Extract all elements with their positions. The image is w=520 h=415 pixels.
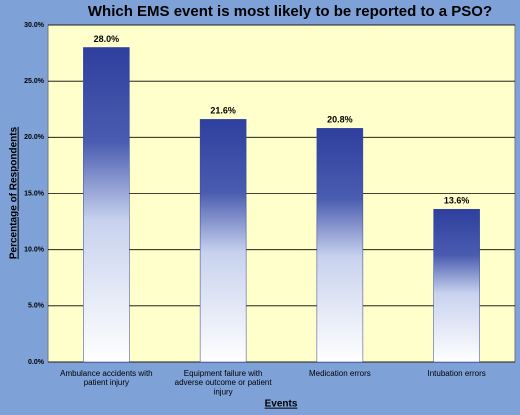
bar	[316, 128, 364, 363]
value-label: 28.0%	[94, 34, 120, 44]
bar	[199, 119, 247, 363]
x-tick-label: Ambulance accidents with patient injury	[60, 369, 153, 387]
bar	[433, 208, 480, 363]
y-tick-label: 20.0%	[24, 134, 45, 141]
value-label: 13.6%	[444, 196, 470, 206]
value-label: 20.8%	[327, 115, 353, 125]
y-tick-label: 30.0%	[24, 22, 45, 29]
y-tick-label: 15.0%	[24, 190, 45, 197]
x-axis-label: Events	[265, 399, 298, 410]
y-tick-label: 5.0%	[28, 303, 45, 310]
y-tick-label: 0.0%	[28, 359, 45, 366]
y-axis-label: Percentage of Respondents	[9, 126, 20, 259]
bar	[83, 47, 130, 363]
x-tick-label: Medication errors	[309, 369, 371, 378]
x-tick-label: Intubation errors	[427, 369, 485, 378]
y-tick-label: 25.0%	[24, 78, 45, 85]
value-label: 21.6%	[210, 106, 236, 116]
y-tick-label: 10.0%	[24, 247, 45, 254]
x-tick-label: Equipment failure with adverse outcome or…	[175, 369, 273, 396]
chart-title: Which EMS event is most likely to be rep…	[88, 3, 492, 20]
